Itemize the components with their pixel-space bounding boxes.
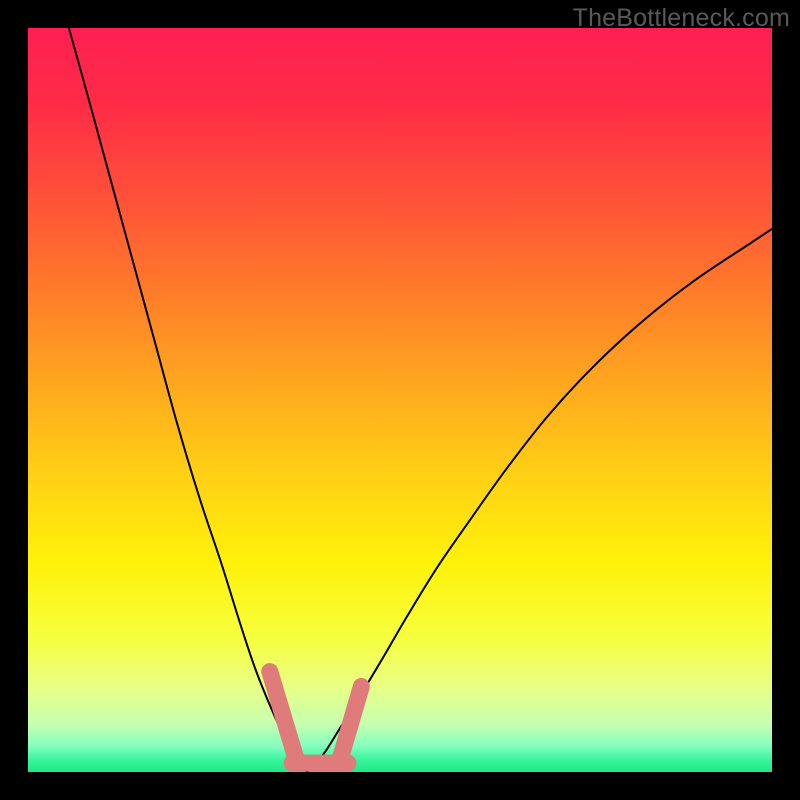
chart-frame: TheBottleneck.com: [0, 0, 800, 800]
bottleneck-chart-svg: [0, 0, 800, 800]
plot-background: [28, 28, 772, 772]
watermark-text: TheBottleneck.com: [573, 4, 790, 33]
